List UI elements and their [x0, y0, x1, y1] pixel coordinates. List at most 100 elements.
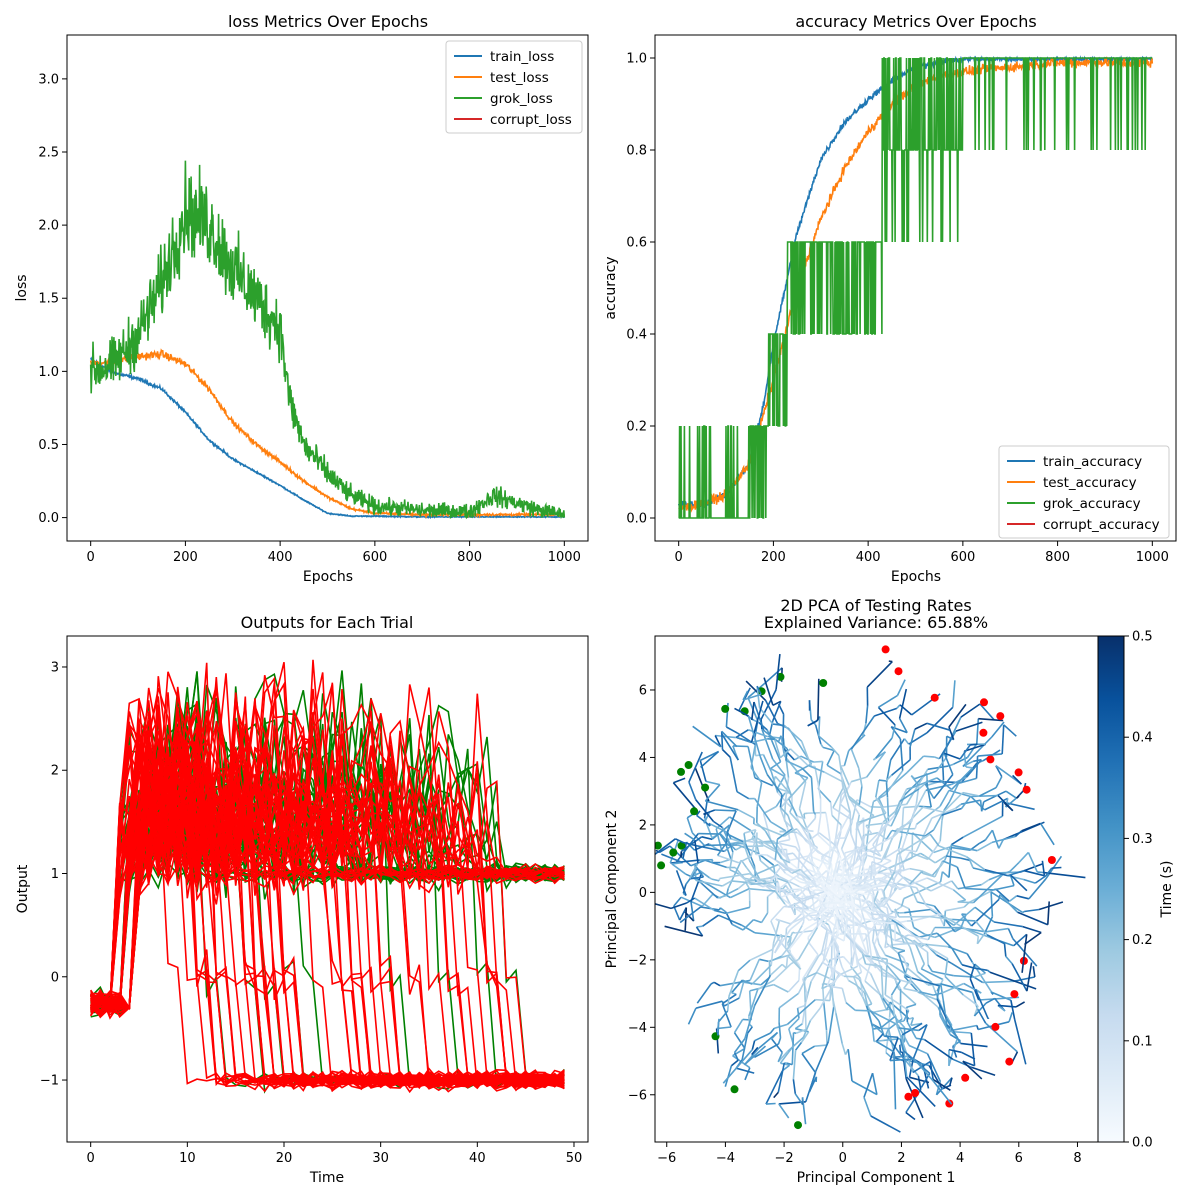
pca-trajectory-segment [894, 908, 900, 918]
pca-trajectory-segment [813, 844, 819, 849]
pca-trajectory-segment [777, 1062, 786, 1093]
pca-trajectory-segment [971, 992, 979, 1009]
pca-trajectory-segment [848, 979, 857, 986]
pca-trajectory-segment [829, 973, 842, 986]
pca-trajectory-segment [1004, 798, 1009, 808]
accuracy-ytick-label: 0.4 [626, 328, 647, 343]
pca-trajectory-segment [1023, 878, 1036, 884]
pca-trajectory-segment [923, 755, 935, 758]
pca-trajectory-segment [923, 854, 936, 864]
pca-trajectory-segment [699, 750, 719, 762]
pca-trajectory-segment [770, 905, 785, 922]
pca-trajectory-segment [962, 791, 980, 797]
pca-trajectory-segment [776, 774, 786, 789]
trial-output-line [90, 720, 565, 1093]
pca-trajectory-segment [713, 909, 727, 915]
pca-trajectory-segment [827, 906, 849, 911]
pca-trajectory-segment [906, 755, 925, 774]
pca-trajectory-segment [847, 851, 868, 871]
outputs-ytick-label: 0 [51, 970, 59, 985]
loss-ticks: 0 200 400 600 800 1000 0.0 0.5 1.0 1.5 2.0 2.5 3.0 [38, 72, 581, 565]
pca-trajectory-segment [951, 947, 963, 966]
pca-trajectory-segment [822, 932, 829, 963]
pca-trajectory-segment [911, 832, 935, 854]
pca-trajectory-segment [875, 1033, 884, 1043]
pca-trajectory-segment [673, 905, 681, 921]
pca-trajectory-segment [840, 848, 854, 876]
pca-trajectory-segment [991, 721, 1005, 738]
accuracy-ytick-label: 0.2 [626, 420, 647, 435]
pca-trajectory-segment [1013, 933, 1028, 947]
pca-trajectory-segment [970, 794, 999, 798]
pca-trajectory-segment [815, 998, 831, 1002]
pca-trajectory-segment [787, 815, 794, 829]
pca-trajectory-segment [878, 779, 887, 782]
pca-trajectory-segment [895, 1020, 905, 1024]
pca-trajectory-segment [772, 758, 786, 776]
pca-trajectory-segment [933, 774, 954, 799]
pca-trajectory-segment [704, 844, 727, 847]
pca-trajectory-segment [670, 902, 687, 910]
loss-x-label: Epochs [303, 569, 353, 585]
pca-trajectory-segment [850, 715, 875, 750]
pca-trajectory-segment [704, 859, 727, 869]
pca-trajectory-segment [904, 908, 931, 914]
pca-trajectory-segment [841, 988, 847, 1003]
pca-trajectory-segment [898, 877, 928, 891]
pca-trajectory-segment [893, 882, 917, 889]
pca-trajectory-segment [932, 814, 943, 831]
pca-trajectory-segment [889, 963, 913, 979]
outputs-plot-area [89, 659, 565, 1094]
pca-trajectory-segment [888, 660, 893, 663]
pca-trajectory-segment [959, 744, 971, 760]
pca-trajectory-segment [814, 1044, 828, 1047]
pca-trajectory-segment [979, 786, 997, 797]
pca-trajectory-segment [1008, 1012, 1013, 1023]
pca-trajectory-segment [775, 918, 780, 922]
trial-output-line [90, 711, 565, 1010]
pca-trajectory-segment [831, 814, 842, 826]
pca-trajectory-segment [976, 1025, 979, 1030]
pca-trajectory-segment [751, 1040, 756, 1050]
pca-trajectory-segment [948, 1077, 953, 1087]
pca-trajectory-segment [937, 1006, 948, 1027]
pca-trajectory-segment [807, 869, 817, 874]
pca-trajectory-segment [1018, 851, 1029, 864]
pca-trajectory-segment [924, 829, 935, 837]
pca-trajectory-segment [760, 876, 774, 881]
accuracy-chart: accuracy Metrics Over Epochs 0 200 400 600 8… [603, 12, 1177, 585]
pca-trajectory-segment [1007, 928, 1014, 939]
pca-trajectory-segment [849, 798, 875, 817]
pca-trajectory-segment [1003, 943, 1007, 957]
pca-trajectory-segment [899, 704, 913, 716]
pca-trajectory-segment [818, 735, 832, 748]
pca-trajectory-segment [728, 970, 740, 997]
pca-trajectory-segment [815, 871, 826, 886]
pca-chart: 2D PCA of Testing Rates Explained Varian… [604, 596, 1175, 1186]
series-line-test_loss [89, 348, 566, 519]
pca-trajectory-segment [804, 917, 824, 931]
pca-endpoint-marker [776, 672, 785, 681]
pca-trajectory-segment [977, 753, 1003, 757]
pca-trajectory-segment [799, 868, 812, 881]
pca-trajectory-segment [1023, 869, 1045, 877]
pca-trajectory-segment [942, 1009, 953, 1026]
pca-trajectory-segment [873, 891, 879, 903]
pca-trajectory-segment [966, 856, 986, 871]
pca-trajectory-segment [1024, 908, 1040, 913]
pca-trajectory-segment [715, 816, 731, 830]
pca-trajectory-segment [725, 911, 733, 925]
pca-trajectory-segment [751, 829, 757, 840]
accuracy-x-label: Epochs [891, 569, 941, 585]
pca-trajectory-segment [835, 1013, 843, 1044]
pca-trajectory-segment [960, 796, 972, 809]
pca-trajectory-segment [852, 849, 857, 867]
pca-trajectory-segment [1027, 852, 1039, 873]
pca-trajectory-segment [811, 860, 829, 886]
pca-trajectory-segment [797, 972, 810, 994]
pca-trajectory-segment [841, 781, 851, 813]
pca-trajectory-segment [1009, 862, 1020, 872]
pca-trajectory-segment [962, 736, 993, 767]
pca-trajectory-segment [899, 1012, 903, 1020]
pca-trajectory-segment [945, 855, 961, 859]
